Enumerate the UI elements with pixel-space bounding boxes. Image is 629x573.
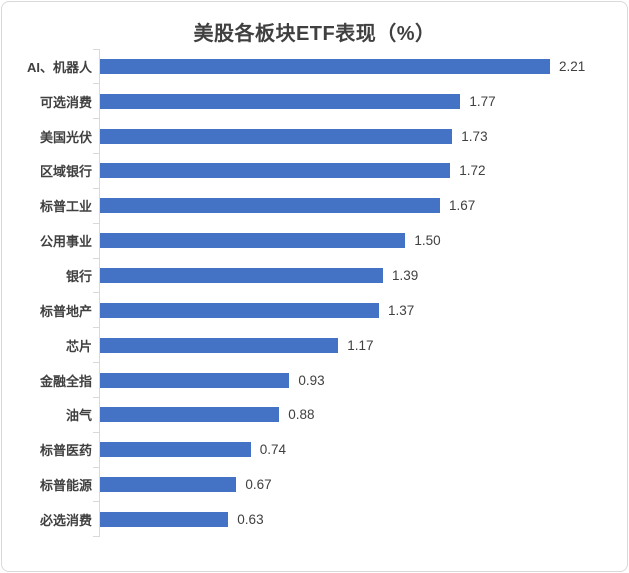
value-label: 0.93 <box>298 372 325 388</box>
plot-area: 0.67 <box>93 466 627 502</box>
category-label: 芯片 <box>65 338 92 354</box>
plot-area: 0.88 <box>93 396 627 433</box>
bar <box>100 337 339 353</box>
plot-area: 1.17 <box>93 327 627 363</box>
chart-row: 芯片 1.17 <box>2 327 627 363</box>
category-label: 可选消费 <box>39 94 92 110</box>
bar <box>100 267 383 283</box>
category-label: 美国光伏 <box>39 129 92 145</box>
bar <box>100 163 451 179</box>
plot-area: 1.73 <box>93 118 627 154</box>
bar <box>100 477 237 493</box>
chart-row: 标普工业 1.67 <box>2 187 627 224</box>
category-label: 标普能源 <box>39 478 92 494</box>
bar <box>100 128 453 144</box>
chart-row: 标普医药 0.74 <box>2 431 627 468</box>
value-label: 1.73 <box>461 128 488 144</box>
bar <box>100 233 406 249</box>
bar <box>100 511 229 527</box>
category-label: 标普地产 <box>39 303 92 319</box>
chart-row: 标普能源 0.67 <box>2 466 627 502</box>
bar <box>100 442 251 458</box>
chart-row: 公用事业 1.50 <box>2 222 627 259</box>
category-label: 标普医药 <box>39 443 92 459</box>
category-label: 区域银行 <box>39 164 92 180</box>
plot-area: 1.50 <box>93 222 627 259</box>
value-label: 0.88 <box>288 407 315 423</box>
category-label: 金融全指 <box>39 373 92 389</box>
value-label: 2.21 <box>559 58 586 74</box>
plot-area: 0.93 <box>93 362 627 398</box>
plot-area: 1.72 <box>93 153 627 189</box>
bar-chart: AI、机器人 2.21 可选消费 1.77 美国光伏 1.73 区域银行 1.72 标普工业 1.… <box>2 48 627 538</box>
plot-area: 2.21 <box>93 48 627 84</box>
value-label: 1.37 <box>388 302 415 318</box>
category-label: 必选消费 <box>39 512 92 528</box>
plot-area: 1.37 <box>93 292 627 328</box>
bar <box>100 407 280 423</box>
chart-row: 可选消费 1.77 <box>2 83 627 119</box>
chart-row: 银行 1.39 <box>2 257 627 293</box>
bar <box>100 372 290 388</box>
value-label: 0.74 <box>259 442 286 458</box>
value-label: 1.17 <box>347 337 374 353</box>
chart-row: 金融全指 0.93 <box>2 362 627 398</box>
plot-area: 0.74 <box>93 431 627 468</box>
plot-area: 1.39 <box>93 257 627 293</box>
value-label: 1.39 <box>392 267 419 283</box>
plot-area: 1.67 <box>93 187 627 224</box>
category-label: 标普工业 <box>39 199 92 215</box>
category-label: 油气 <box>65 408 92 424</box>
chart-row: 区域银行 1.72 <box>2 153 627 189</box>
plot-area: 1.77 <box>93 83 627 119</box>
chart-row: 必选消费 0.63 <box>2 501 627 538</box>
chart-title: 美股各板块ETF表现（%） <box>193 23 436 45</box>
bar <box>100 58 550 74</box>
category-label: AI、机器人 <box>26 59 92 75</box>
category-label: 公用事业 <box>39 234 92 250</box>
chart-row: 标普地产 1.37 <box>2 292 627 328</box>
value-label: 1.50 <box>414 233 441 249</box>
chart-row: 美国光伏 1.73 <box>2 118 627 154</box>
category-label: 银行 <box>65 268 92 284</box>
chart-row: AI、机器人 2.21 <box>2 48 627 84</box>
bar <box>100 302 379 318</box>
value-label: 0.63 <box>237 511 264 527</box>
value-label: 0.67 <box>245 477 272 493</box>
value-label: 1.77 <box>469 93 496 109</box>
bar <box>100 93 461 109</box>
value-label: 1.67 <box>449 198 476 214</box>
plot-area: 0.63 <box>93 501 627 538</box>
value-label: 1.72 <box>459 163 486 179</box>
bar <box>100 198 440 214</box>
chart-row: 油气 0.88 <box>2 396 627 433</box>
